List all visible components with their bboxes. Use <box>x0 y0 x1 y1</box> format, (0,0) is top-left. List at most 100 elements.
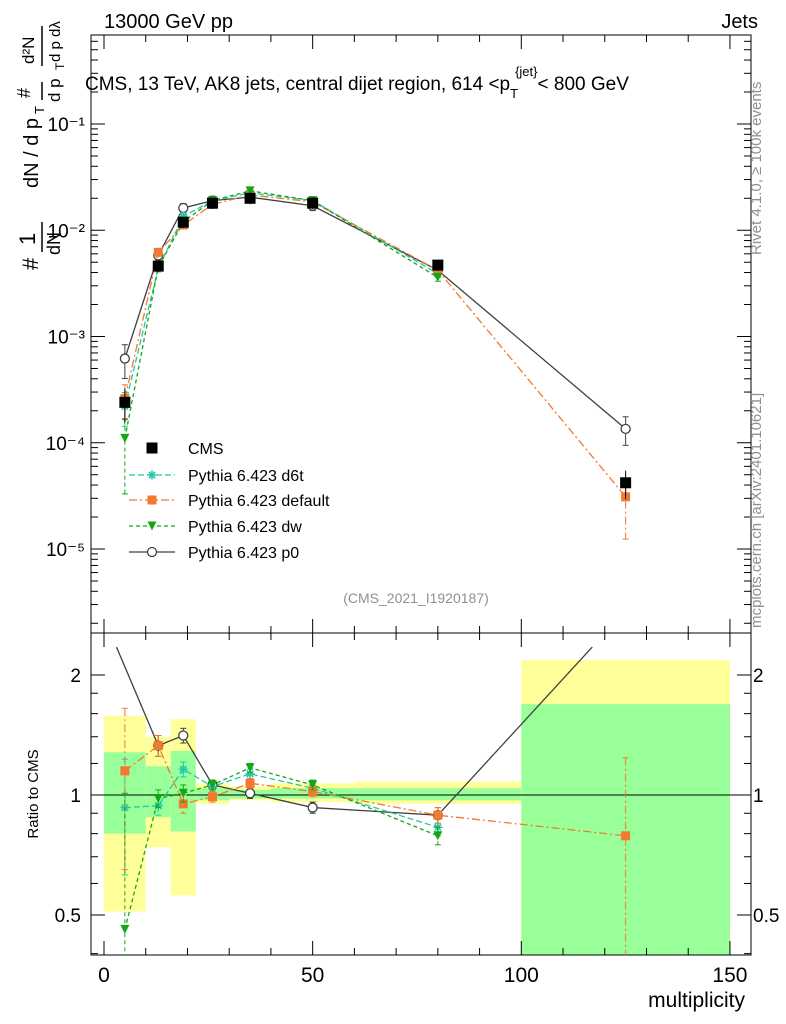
ratio-point-dw <box>433 831 443 841</box>
series-dw <box>120 186 443 495</box>
legend-item-d6t: Pythia 6.423 d6t <box>129 468 304 485</box>
ratio-point-p0 <box>244 788 256 799</box>
ratio-frame <box>90 632 752 956</box>
ratio-panel: 0.5 0.5 1 1 2 2 0 50 100 150 <box>55 632 779 987</box>
main-ylabel: # 1 dN dN / d p T # d p T d²N d p dλ <box>14 21 67 270</box>
svg-text:dN: dN <box>44 232 64 255</box>
legend-item-cms: CMS <box>146 441 224 458</box>
ratio-y-tick-label-right: 2 <box>753 666 764 687</box>
ratio-point-default <box>308 787 318 797</box>
ratio-point-default <box>245 778 255 788</box>
ratio-point-p0 <box>178 730 189 741</box>
band-inner <box>354 788 522 801</box>
header-right: Jets <box>721 11 758 33</box>
analysis-id: (CMS_2021_I1920187) <box>343 590 489 606</box>
ratio-point-d6t <box>245 769 255 779</box>
point-cms <box>307 197 319 209</box>
point-dw <box>120 433 130 443</box>
point-dw <box>245 186 255 196</box>
legend-label-dw: Pythia 6.423 dw <box>188 519 302 536</box>
ratio-point-default <box>621 831 631 841</box>
ratio-point-dw <box>153 793 163 803</box>
ratio-series-clip <box>115 646 631 955</box>
ratio-point-dw <box>178 788 188 798</box>
y-tick-label: 10⁻³ <box>48 328 86 349</box>
legend-marker-dw <box>147 521 157 531</box>
x-tick-label: 0 <box>98 964 110 987</box>
ratio-series <box>115 646 631 955</box>
ratio-series-dw <box>120 762 443 955</box>
x-tick-label: 100 <box>504 964 539 987</box>
point-p0 <box>178 202 189 214</box>
y-tick-label: 10⁻⁴ <box>46 434 85 455</box>
legend-item-p0: Pythia 6.423 p0 <box>129 545 299 562</box>
main-frame <box>90 34 752 634</box>
legend: CMS Pythia 6.423 d6t Pythia 6.423 default P… <box>129 441 330 562</box>
header-left: 13000 GeV pp <box>104 11 233 33</box>
point-dw <box>433 272 443 282</box>
legend-label-cms: CMS <box>188 441 224 458</box>
svg-text:#: # <box>18 257 43 270</box>
series-d6t <box>120 188 443 427</box>
x-tick-label: 150 <box>712 964 747 987</box>
svg-text:d p: d p <box>45 78 64 102</box>
ratio-bands <box>91 660 751 955</box>
ratio-point-p0 <box>307 802 318 813</box>
svg-text:1: 1 <box>15 233 40 245</box>
point-d6t <box>178 211 188 221</box>
ratio-line-default <box>124 744 626 837</box>
ratio-ylabel: Ratio to CMS <box>25 749 42 838</box>
svg-text:dN / d p: dN / d p <box>21 118 43 188</box>
legend-label-p0: Pythia 6.423 p0 <box>188 545 299 562</box>
legend-label-default: Pythia 6.423 default <box>188 493 330 510</box>
point-cms <box>119 396 131 408</box>
ratio-point-default <box>433 810 443 820</box>
point-p0 <box>620 423 631 435</box>
svg-text:d²N: d²N <box>19 37 38 64</box>
side-rivet: Rivet 4.1.0, ≥ 100k events <box>748 82 765 255</box>
ratio-y-tick-label: 1 <box>70 786 81 807</box>
point-cms <box>244 192 256 204</box>
ratio-ticks: 0.5 0.5 1 1 2 2 0 50 100 150 <box>55 633 779 987</box>
ratio-y-tick-label-right: 0.5 <box>753 906 779 927</box>
ratio-y-tick-label: 0.5 <box>55 906 81 927</box>
legend-label-d6t: Pythia 6.423 d6t <box>188 468 304 485</box>
main-series <box>119 186 632 540</box>
main-panel: 10⁻⁵ 10⁻⁴ 10⁻³ 10⁻² 10⁻¹ CMS, 13 TeV, AK8 je… <box>46 34 752 634</box>
point-cms <box>152 260 164 272</box>
side-mcplots: mcplots.cern.ch [arXiv:2401.10621] <box>748 393 765 628</box>
point-cms <box>620 477 632 489</box>
main-ticks: 10⁻⁵ 10⁻⁴ 10⁻³ 10⁻² 10⁻¹ <box>46 35 751 633</box>
ratio-point-default <box>120 766 130 776</box>
ratio-point-dw <box>207 780 217 790</box>
line-p0 <box>124 196 627 430</box>
svg-text:d p dλ: d p dλ <box>47 21 64 62</box>
legend-marker-cms <box>146 442 158 454</box>
y-tick-label: 10⁻² <box>48 221 86 242</box>
series-p0 <box>119 191 631 446</box>
plot-title: CMS, 13 TeV, AK8 jets, central dijet reg… <box>85 64 629 101</box>
legend-item-dw: Pythia 6.423 dw <box>129 519 302 536</box>
svg-text:#: # <box>14 88 34 98</box>
point-p0 <box>119 353 131 364</box>
ratio-point-dw <box>245 763 255 773</box>
series-default <box>120 190 631 540</box>
svg-text:T: T <box>53 62 67 70</box>
legend-marker-d6t <box>147 470 157 480</box>
point-default <box>153 247 163 257</box>
point-cms <box>177 216 189 228</box>
ratio-point-d6t <box>178 764 188 774</box>
line-dw <box>124 190 439 439</box>
line-d6t <box>124 192 439 407</box>
point-cms <box>432 259 444 271</box>
ratio-point-default <box>153 741 163 751</box>
legend-item-default: Pythia 6.423 default <box>129 493 330 510</box>
series-cms <box>119 192 632 500</box>
ratio-point-dw <box>308 780 318 790</box>
ratio-y-tick-label-right: 1 <box>753 786 764 807</box>
ratio-point-default <box>178 799 188 809</box>
ratio-point-default <box>207 792 217 802</box>
ratio-y-tick-label: 2 <box>70 666 81 687</box>
line-default <box>124 194 627 498</box>
